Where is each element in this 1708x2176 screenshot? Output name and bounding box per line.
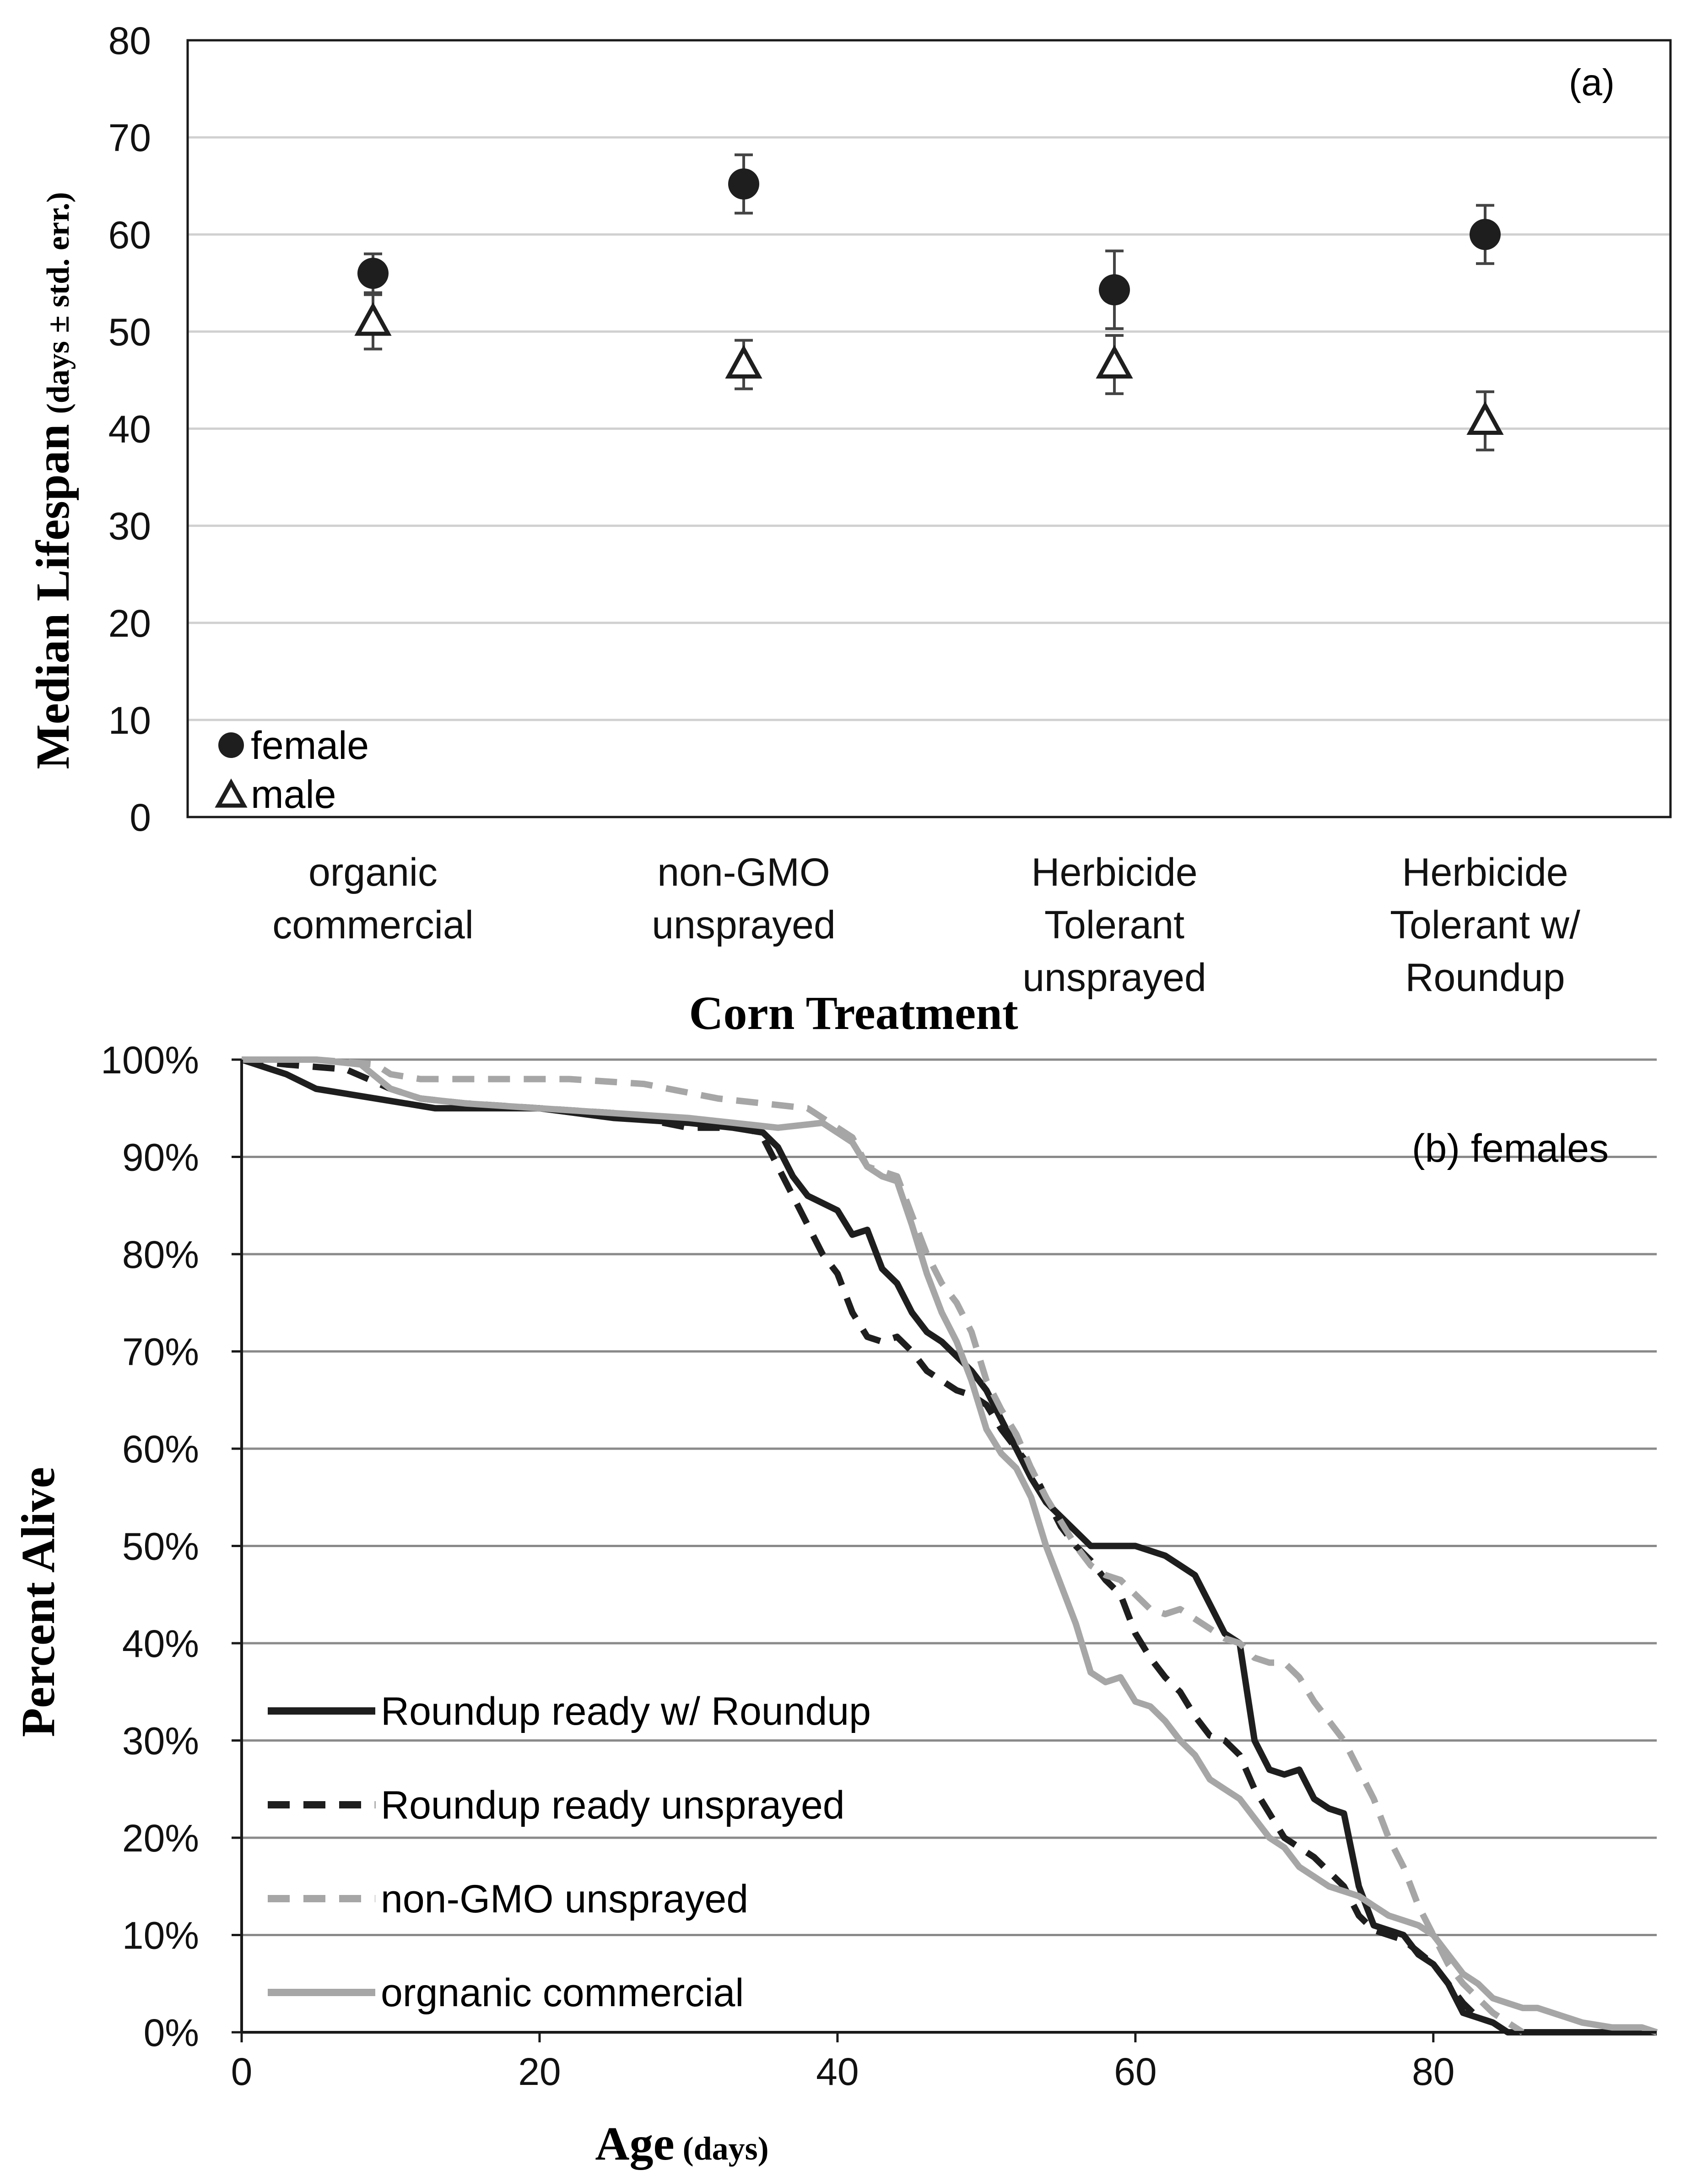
legend-male-marker [215, 778, 248, 808]
panel-a-gridlines [188, 136, 1670, 721]
panel-a-y-tick-label: 20 [108, 602, 151, 645]
panel-a-y-tick-label: 50 [108, 310, 151, 353]
panel-a-plot-frame [186, 39, 1672, 818]
panel-a-male-point [725, 339, 762, 390]
panel-a-y-title-sub: (days ± std. err.) [41, 192, 76, 414]
panel-a-male-point [1466, 390, 1504, 452]
panel-a-male-marker [354, 302, 392, 336]
panel-a-female-marker [357, 258, 389, 289]
panel-a-female-point [728, 153, 759, 215]
panel-b-y-tick-label: 90% [122, 1136, 199, 1179]
panel-a-y-tick-label: 30 [108, 505, 151, 548]
legend-label-roundup-ready-unsprayed: Roundup ready unsprayed [381, 1783, 845, 1827]
panel-a-marks [354, 153, 1504, 452]
panel-b-x-tick-label: 60 [1114, 2050, 1157, 2093]
panel-b-x-tick-label: 80 [1412, 2050, 1454, 2093]
panel-a-male-marker [1466, 401, 1504, 435]
legend-label-roundup-ready-w-roundup: Roundup ready w/ Roundup [381, 1689, 871, 1733]
panel-b-x-tick-labels: 0 20 40 60 80 [231, 2032, 1455, 2093]
panel-a-x-axis-title: Corn Treatment [689, 987, 1018, 1039]
panel-a-female-point [357, 252, 389, 294]
panel-a-y-axis-title: Median Lifespan (days ± std. err.) [27, 192, 79, 769]
panel-a-male-point [354, 293, 392, 351]
panel-a-category-label: unsprayed [652, 903, 836, 947]
panel-a-category-label: Herbicide [1031, 850, 1197, 894]
panel-b-y-tick-label: 100% [101, 1039, 199, 1082]
panel-b-y-tick-label: 20% [122, 1817, 199, 1860]
panel-b-line-non-gmo-unsprayed [242, 1056, 1524, 2035]
panel-a-y-tick-labels: 0 10 20 30 40 50 60 70 80 [108, 19, 151, 839]
panel-b-y-tick-label: 0% [144, 2011, 199, 2054]
panel-a-category-label: non-GMO [657, 850, 830, 894]
panel-a-category-label: Tolerant [1044, 903, 1184, 947]
panel-b-y-tick-labels: 0% 10% 20% 30% 40% 50% 60% 70% 80% 90% 100% [101, 1039, 242, 2054]
panel-a-y-tick-label: 60 [108, 213, 151, 256]
panel-a-category-label: Herbicide [1402, 850, 1568, 894]
panel-b-y-axis-title: Percent Alive [12, 1467, 65, 1737]
svg-text:Median Lifespan (days: Median Lifespan (days ± std. err.) [27, 192, 79, 769]
panel-b-y-tick-label: 10% [122, 1914, 199, 1957]
panel-a-category-label: organic [308, 850, 438, 894]
panel-b-x-title-sub: (days) [683, 2130, 769, 2167]
panel-a-male-marker [725, 345, 762, 379]
panel-a-female-point [1099, 249, 1130, 330]
panel-a-category-label: unsprayed [1022, 956, 1206, 1000]
panel-a-male-point [1096, 334, 1133, 395]
panel-a-legend: female male [215, 724, 369, 817]
panel-a: 0 10 20 30 40 50 60 70 80 organic commercial non-G… [27, 19, 1672, 1039]
panel-a-female-point [1470, 204, 1501, 265]
panel-b-x-tick-label: 0 [231, 2050, 253, 2093]
legend-female-marker [218, 732, 244, 758]
panel-a-y-title-main: Median Lifespan [27, 424, 79, 769]
panel-a-y-tick-label: 0 [130, 796, 151, 839]
panel-b-y-tick-label: 50% [122, 1525, 199, 1568]
panel-b-x-axis-title: Age (days) [595, 2117, 768, 2170]
panel-a-label: (a) [1569, 62, 1615, 103]
panel-b-y-tick-label: 30% [122, 1720, 199, 1763]
legend-male-label: male [251, 773, 336, 817]
panel-b-y-tick-label: 60% [122, 1428, 199, 1471]
panel-b-x-tick-label: 40 [816, 2050, 859, 2093]
panel-a-category-label: Roundup [1405, 956, 1565, 1000]
panel-b-line-orgnanic-commercial [242, 1056, 1658, 2035]
panel-a-y-tick-label: 70 [108, 116, 151, 159]
panel-a-y-tick-label: 40 [108, 408, 151, 451]
legend-label-orgnanic-commercial: orgnanic commercial [381, 1971, 744, 2015]
panel-a-y-tick-label: 10 [108, 699, 151, 742]
panel-a-category-labels: organic commercial non-GMO unsprayed Herbici… [272, 850, 1580, 1000]
legend-label-non-gmo-unsprayed: non-GMO unsprayed [381, 1877, 748, 1921]
panel-b: 0% 10% 20% 30% 40% 50% 60% 70% 80% 90% 100% 0 20 40 6… [12, 1039, 1658, 2170]
panel-b-x-title-main: Age [595, 2117, 674, 2170]
panel-a-y-tick-label: 80 [108, 19, 151, 62]
panel-a-female-marker [1470, 219, 1501, 250]
legend-female-label: female [251, 724, 369, 768]
panel-a-female-marker [728, 168, 759, 200]
panel-b-label: (b) females [1412, 1126, 1609, 1170]
panel-b-survival-lines [240, 1056, 1658, 2035]
panel-b-legend: Roundup ready w/ Roundup Roundup ready u… [268, 1689, 871, 2015]
panel-b-y-tick-label: 70% [122, 1331, 199, 1374]
panel-a-category-label: commercial [272, 903, 474, 947]
panel-b-y-tick-label: 80% [122, 1233, 199, 1276]
panel-a-category-label: Tolerant w/ [1390, 903, 1580, 947]
panel-b-x-tick-label: 20 [518, 2050, 561, 2093]
panel-a-female-marker [1099, 274, 1130, 306]
panel-b-y-tick-label: 40% [122, 1622, 199, 1665]
panel-a-male-marker [1096, 345, 1133, 379]
